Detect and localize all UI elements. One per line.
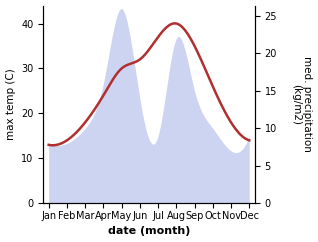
X-axis label: date (month): date (month) [108,227,190,236]
Y-axis label: med. precipitation
(kg/m2): med. precipitation (kg/m2) [291,56,313,152]
Y-axis label: max temp (C): max temp (C) [5,68,16,140]
